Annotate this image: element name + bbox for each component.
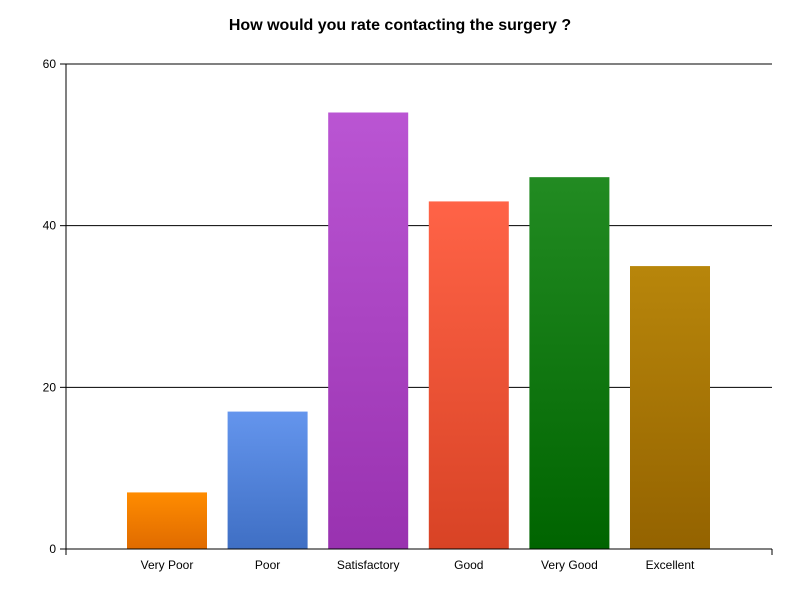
y-tick-label-60: 60: [43, 57, 57, 71]
bar-good: [428, 201, 509, 549]
bar-excellent: [630, 266, 710, 549]
x-tick-label-satisfactory: Satisfactory: [337, 558, 400, 572]
y-tick-label-40: 40: [43, 219, 57, 233]
bar-poor: [227, 411, 308, 549]
axes: [60, 63, 773, 555]
x-tick-label-very-poor: Very Poor: [141, 558, 194, 572]
x-tick-label-poor: Poor: [255, 558, 280, 572]
bar-very-poor: [127, 492, 207, 549]
bars: [127, 112, 710, 549]
x-tick-label-good: Good: [454, 558, 483, 572]
x-tick-label-excellent: Excellent: [646, 558, 695, 572]
tick-labels: 0 20 40 60 Very Poor Poor Satisfactory Good Very…: [43, 57, 695, 572]
bar-very-good: [529, 177, 610, 549]
y-tick-label-20: 20: [43, 380, 57, 394]
bar-satisfactory: [328, 112, 409, 549]
x-tick-label-very-good: Very Good: [541, 558, 598, 572]
chart-title: How would you rate contacting the surger…: [228, 17, 572, 34]
y-tick-label-0: 0: [49, 542, 56, 556]
